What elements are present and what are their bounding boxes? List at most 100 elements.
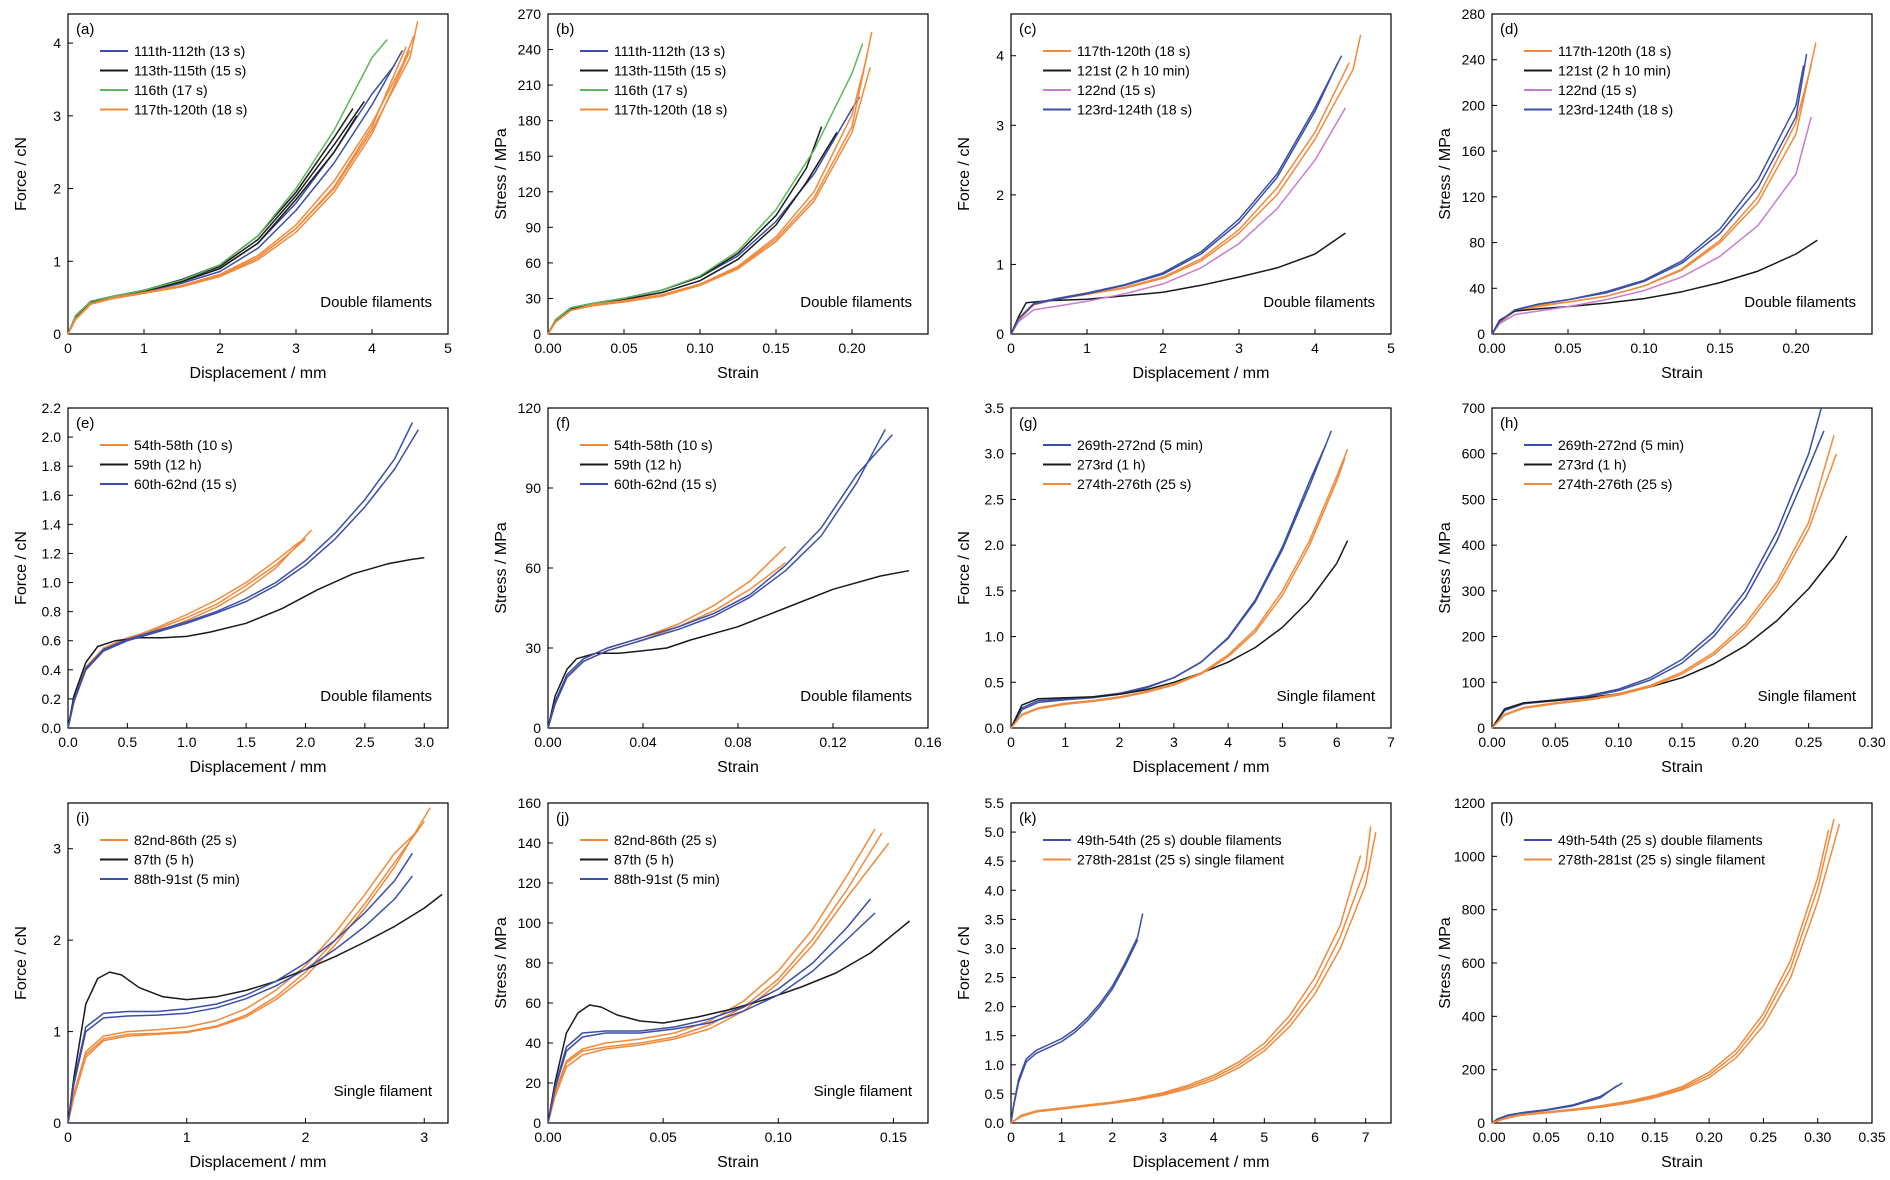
- plot-frame: [67, 802, 449, 1124]
- legend-entry: 273rd (1 h): [1558, 457, 1626, 473]
- x-tick-label: 0.00: [534, 734, 561, 750]
- series-line: [547, 132, 838, 335]
- series-line: [1010, 107, 1347, 335]
- x-tick-label: 0.15: [1706, 340, 1733, 356]
- plot-frame: [1491, 13, 1873, 335]
- y-tick-label: 2.2: [42, 400, 62, 416]
- x-tick-label: 0.16: [914, 734, 941, 750]
- x-tick-label: 0.05: [650, 1129, 677, 1145]
- y-tick-label: 0: [1477, 326, 1485, 342]
- y-tick-label: 3.0: [985, 940, 1005, 956]
- series-line: [547, 55, 868, 335]
- legend-entry: 123rd-124th (18 s): [1558, 102, 1673, 118]
- x-tick-label: 0.20: [1732, 734, 1759, 750]
- y-tick-label: 240: [518, 42, 542, 58]
- legend-entry: 278th-281st (25 s) single filament: [1077, 852, 1284, 868]
- y-tick-label: 4.0: [985, 882, 1005, 898]
- x-tick-label: 1: [1061, 734, 1069, 750]
- x-tick-label: 0.05: [1554, 340, 1581, 356]
- series-line: [1010, 448, 1349, 729]
- legend-entry: 121st (2 h 10 min): [1558, 63, 1671, 79]
- y-tick-label: 180: [518, 113, 542, 129]
- y-tick-label: 1000: [1454, 848, 1485, 864]
- x-tick-label: 7: [1362, 1129, 1370, 1145]
- y-axis-label: Force / cN: [13, 137, 30, 211]
- panel-label: (j): [556, 810, 569, 827]
- x-tick-label: 0.10: [1587, 1129, 1614, 1145]
- panel-annotation: Single filament: [814, 1083, 913, 1100]
- series-line: [1491, 435, 1835, 729]
- series-line: [547, 67, 871, 335]
- y-tick-label: 140: [518, 835, 542, 851]
- y-tick-label: 2: [996, 187, 1004, 203]
- series-line: [1010, 913, 1144, 1124]
- x-tick-label: 0.04: [629, 734, 656, 750]
- x-tick-label: 3.0: [415, 734, 435, 750]
- x-tick-label: 0.00: [534, 1129, 561, 1145]
- y-tick-label: 1: [996, 256, 1004, 272]
- series-line: [547, 428, 886, 729]
- x-tick-label: 4: [1311, 340, 1319, 356]
- y-tick-label: 40: [1469, 280, 1485, 296]
- series-line: [67, 422, 414, 729]
- chart-panel: 0.00 0.05 0.10 0.15 0.20 0.25 0.30 0.35 0 200 400 6…: [1437, 795, 1886, 1171]
- y-tick-label: 300: [1462, 583, 1486, 599]
- x-axis-label: Strain: [1661, 759, 1703, 776]
- x-tick-label: 0.00: [1478, 734, 1505, 750]
- x-tick-label: 0.05: [1533, 1129, 1560, 1145]
- x-axis-label: Strain: [1661, 1154, 1703, 1171]
- y-tick-label: 1.2: [42, 545, 62, 561]
- chart-panel: 0 1 2 3 4 5 0 1 2 3 4 Displacement / mm Force / cN (c…: [956, 13, 1395, 382]
- x-tick-label: 6: [1333, 734, 1341, 750]
- panel-label: (c): [1019, 21, 1037, 38]
- y-tick-label: 1200: [1454, 795, 1485, 811]
- series-line: [67, 35, 415, 335]
- x-tick-label: 0: [64, 1129, 72, 1145]
- x-tick-label: 5: [444, 340, 452, 356]
- legend-entry: 59th (12 h): [134, 457, 202, 473]
- legend-entry: 54th-58th (10 s): [614, 437, 713, 453]
- y-tick-label: 3: [996, 117, 1004, 133]
- series-line: [1010, 855, 1362, 1124]
- panel-annotation: Single filament: [334, 1083, 433, 1100]
- series-line: [547, 828, 876, 1124]
- y-tick-label: 600: [1462, 446, 1486, 462]
- x-tick-label: 0.20: [838, 340, 865, 356]
- y-tick-label: 1: [53, 253, 61, 269]
- x-tick-label: 0: [1007, 1129, 1015, 1145]
- chart-panel: 0 1 2 3 4 5 0 1 2 3 4 Displacement / mm Force / cN (a…: [13, 13, 452, 382]
- y-tick-label: 1.6: [42, 487, 62, 503]
- x-tick-label: 4: [1210, 1129, 1218, 1145]
- series-line: [547, 569, 910, 729]
- x-tick-label: 0.05: [610, 340, 637, 356]
- series-line: [67, 541, 301, 729]
- legend-entry: 54th-58th (10 s): [134, 437, 233, 453]
- y-tick-label: 120: [1462, 189, 1486, 205]
- y-tick-label: 3: [53, 841, 61, 857]
- y-tick-label: 30: [525, 290, 541, 306]
- x-tick-label: 0.00: [1478, 340, 1505, 356]
- y-tick-label: 240: [1462, 52, 1486, 68]
- y-tick-label: 90: [525, 219, 541, 235]
- series-line: [67, 807, 431, 1124]
- series-line: [1491, 430, 1825, 729]
- legend-entry: 273rd (1 h): [1077, 457, 1145, 473]
- x-tick-label: 0: [64, 340, 72, 356]
- y-tick-label: 40: [525, 1035, 541, 1051]
- series-line: [67, 820, 425, 1124]
- legend-entry: 122nd (15 s): [1077, 82, 1156, 98]
- x-tick-label: 0.10: [686, 340, 713, 356]
- y-tick-label: 100: [518, 915, 542, 931]
- series-line: [1491, 42, 1817, 335]
- y-tick-label: 4: [996, 48, 1004, 64]
- legend-entry: 111th-112th (13 s): [134, 43, 245, 59]
- panel-annotation: Double filaments: [800, 688, 912, 705]
- legend-entry: 117th-120th (18 s): [614, 102, 727, 118]
- y-tick-label: 150: [518, 148, 542, 164]
- series-line: [1010, 55, 1343, 335]
- y-tick-label: 400: [1462, 1008, 1486, 1024]
- y-tick-label: 60: [525, 255, 541, 271]
- x-axis-label: Displacement / mm: [1133, 759, 1270, 776]
- x-tick-label: 2.5: [355, 734, 375, 750]
- y-tick-label: 3.5: [985, 400, 1005, 416]
